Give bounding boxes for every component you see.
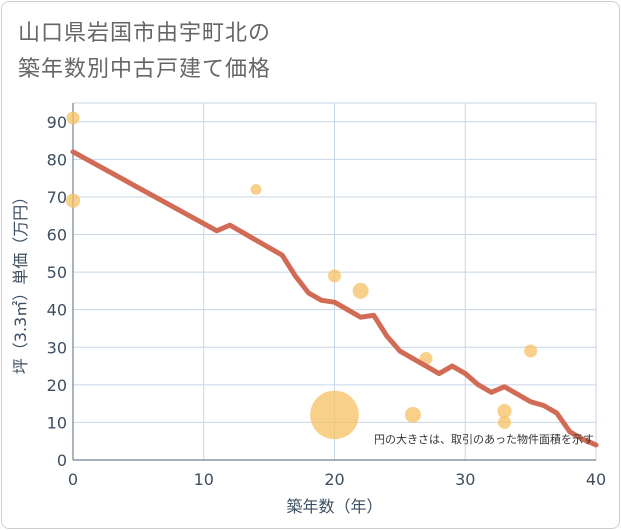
y-tick-label-70: 70 (47, 188, 67, 207)
size-annotation: 円の大きさは、取引のあった物件面積を示す (374, 432, 594, 446)
bubble-5 (310, 390, 359, 440)
x-tick-label-30: 30 (455, 470, 475, 489)
plot-frame (72, 102, 597, 461)
y-tick-label-20: 20 (47, 376, 67, 395)
bubble-series (65, 111, 538, 440)
y-axis-title: 坪（3.3㎡）単価（万円） (11, 189, 30, 374)
bubble-9 (497, 415, 511, 429)
chart-title-line2: 築年数別中古戸建て価格 (18, 57, 272, 82)
bubble-1 (65, 193, 81, 208)
bubble-0 (66, 111, 80, 125)
y-tick-label-30: 30 (47, 338, 67, 357)
y-tick-label-40: 40 (47, 301, 67, 320)
y-tick-label-0: 0 (57, 451, 67, 470)
x-tick-label-20: 20 (324, 470, 344, 489)
tick-labels: 0 10 20 30 40 50 60 70 80 90 0 10 20 30 40 (47, 113, 607, 489)
x-tick-label-10: 10 (194, 470, 214, 489)
y-tick-label-10: 10 (47, 413, 67, 432)
x-tick-label-0: 0 (68, 470, 78, 489)
bubble-4 (352, 282, 369, 299)
chart-title: 山口県岩国市由宇町北の 築年数別中古戸建て価格 (18, 16, 271, 88)
chart-title-line1: 山口県岩国市由宇町北の (18, 21, 272, 46)
bubble-3 (328, 269, 341, 283)
x-tick-label-40: 40 (586, 470, 606, 489)
x-axis-title: 築年数（年） (286, 497, 382, 516)
bubble-2 (250, 183, 262, 195)
y-tick-label-90: 90 (47, 113, 67, 132)
bubble-10 (524, 344, 538, 358)
y-tick-label-80: 80 (47, 150, 67, 169)
y-tick-label-60: 60 (47, 226, 67, 245)
trend-line-group (70, 149, 599, 448)
y-tick-label-50: 50 (47, 263, 67, 282)
bubble-8 (497, 404, 512, 419)
trend-line (70, 149, 599, 448)
bubble-6 (404, 406, 421, 423)
